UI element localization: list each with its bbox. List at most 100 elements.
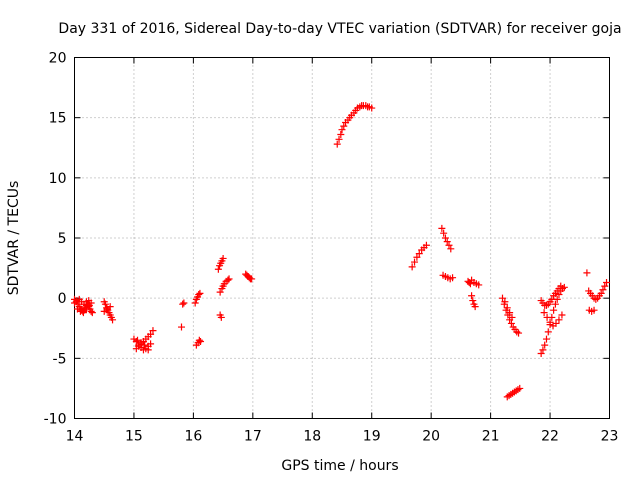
data-point <box>440 229 448 237</box>
series-seg-20b <box>464 276 483 311</box>
data-point <box>217 313 225 321</box>
data-point <box>195 336 203 344</box>
data-point <box>542 335 550 343</box>
data-point <box>507 319 515 327</box>
series-seg-14b <box>100 298 117 324</box>
series-seg-15b <box>178 299 188 331</box>
data-point <box>191 299 199 307</box>
grid <box>74 57 610 419</box>
data-point <box>551 300 559 308</box>
data-point <box>603 279 611 287</box>
data-point <box>411 258 419 266</box>
data-point <box>508 313 516 321</box>
data-point <box>79 309 87 317</box>
data-point <box>197 337 205 345</box>
series-seg-16b <box>214 254 233 321</box>
data-point <box>179 300 187 308</box>
data-point <box>471 303 479 311</box>
series-seg-15 <box>130 327 157 354</box>
data-point <box>141 341 149 349</box>
series-seg-17 <box>242 270 256 283</box>
data-point <box>147 340 155 348</box>
series-seg-21b <box>503 384 524 401</box>
data-point <box>537 350 545 358</box>
data-point <box>438 224 446 232</box>
series-seg-22b <box>537 282 566 330</box>
data-point <box>180 299 188 307</box>
data-point <box>422 241 430 249</box>
data-point <box>415 250 423 258</box>
data-point <box>144 346 152 354</box>
data-point <box>340 122 348 130</box>
data-point <box>506 309 514 317</box>
data-point <box>85 301 93 309</box>
data-points <box>71 102 611 401</box>
data-point <box>590 306 598 314</box>
data-point <box>76 307 84 315</box>
series-seg-14a <box>71 295 96 317</box>
data-point <box>555 316 563 324</box>
data-point <box>560 283 568 291</box>
x-tick-label: 20 <box>422 429 440 445</box>
data-point <box>224 276 232 284</box>
y-tick-label: 15 <box>49 111 67 127</box>
data-point <box>195 291 203 299</box>
data-point <box>541 341 549 349</box>
data-point <box>214 265 222 273</box>
data-point <box>548 295 556 303</box>
x-tick-label: 17 <box>244 429 262 445</box>
data-point <box>447 245 455 253</box>
data-point <box>539 346 547 354</box>
series-seg-22c <box>583 269 611 315</box>
series-seg-16 <box>191 289 205 349</box>
data-point <box>337 131 345 139</box>
x-tick-label: 16 <box>184 429 202 445</box>
data-point <box>552 319 560 327</box>
data-point <box>178 323 185 331</box>
x-tick-label: 21 <box>482 429 500 445</box>
data-point <box>555 291 563 299</box>
data-point <box>413 253 421 261</box>
data-point <box>225 275 233 283</box>
x-tick-label: 23 <box>601 429 619 445</box>
data-point <box>88 309 96 317</box>
y-tick-label: 20 <box>49 51 67 67</box>
data-point <box>468 292 476 300</box>
data-point <box>196 289 204 297</box>
data-point <box>501 298 509 306</box>
series-seg-18-19 <box>333 102 376 148</box>
data-point <box>106 303 114 311</box>
data-point <box>132 337 140 345</box>
data-point <box>109 316 117 324</box>
data-point <box>87 307 95 315</box>
y-axis-label: SDTVAR / TECUs <box>6 181 22 296</box>
data-point <box>544 328 552 336</box>
chart-title: Day 331 of 2016, Sidereal Day-to-day VTE… <box>58 21 621 37</box>
data-point <box>469 297 477 305</box>
x-tick-label: 19 <box>363 429 381 445</box>
data-point <box>515 329 523 337</box>
axes-ticks: 14 15 16 17 18 19 20 21 22 23 -10 -5 0 5 10 15 20 <box>44 51 619 445</box>
data-point <box>557 282 565 290</box>
series-seg-22 <box>537 283 568 358</box>
data-point <box>248 275 256 283</box>
data-point <box>335 135 343 143</box>
data-point <box>333 140 341 148</box>
data-point <box>597 289 605 297</box>
data-point <box>338 126 346 134</box>
data-point <box>499 294 506 302</box>
x-tick-label: 22 <box>541 429 559 445</box>
data-point <box>558 311 566 319</box>
data-point <box>441 234 449 242</box>
data-point <box>475 281 483 289</box>
data-point <box>516 384 524 392</box>
data-point <box>546 318 554 326</box>
y-tick-label: -10 <box>44 412 67 428</box>
y-tick-label: -5 <box>53 351 67 367</box>
data-point <box>540 309 548 317</box>
x-tick-label: 15 <box>125 429 143 445</box>
data-point <box>592 295 600 303</box>
x-axis-label: GPS time / hours <box>281 458 398 474</box>
data-point <box>82 305 90 313</box>
